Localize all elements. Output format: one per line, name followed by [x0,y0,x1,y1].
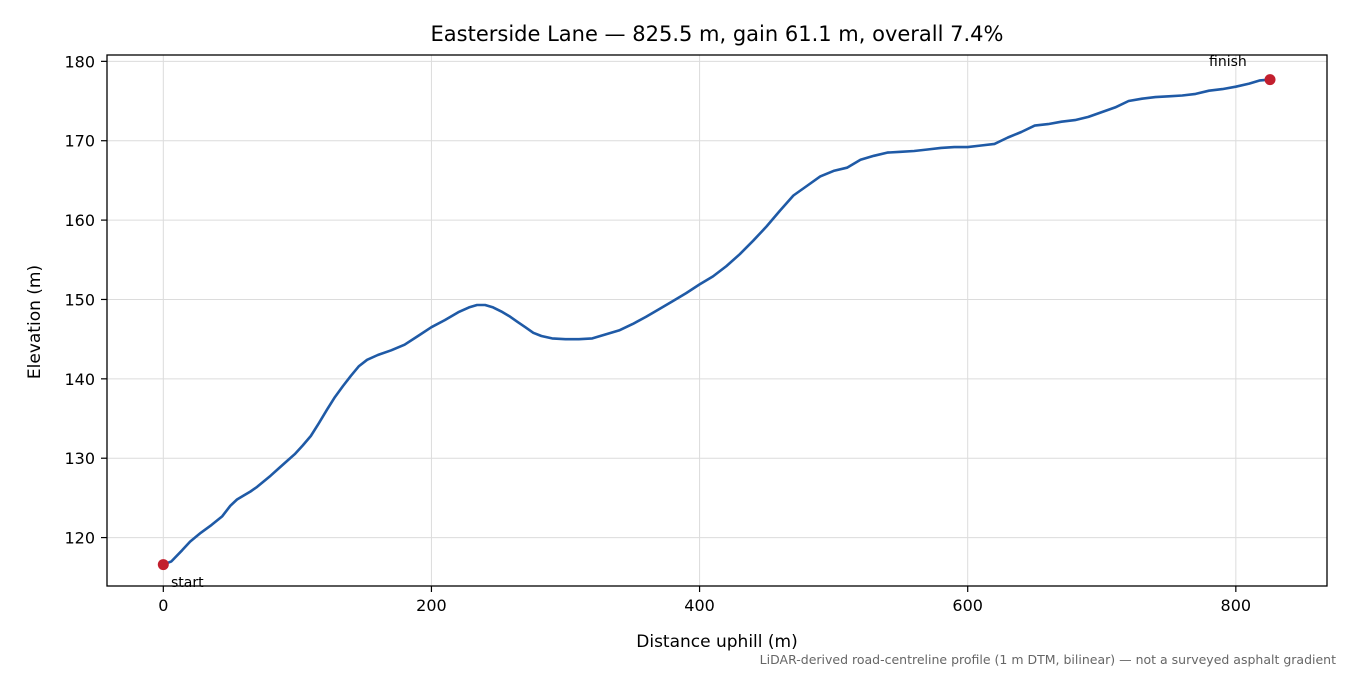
x-tick-label: 800 [1221,596,1252,615]
y-axis-label: Elevation (m) [25,265,45,379]
y-tick-label: 170 [64,132,95,151]
finish-marker [1264,74,1276,86]
x-tick-label: 0 [158,596,168,615]
marker-group [157,74,1276,571]
start-marker [157,559,169,571]
y-tick-label: 140 [64,370,95,389]
axis-ticks: 0 200 400 600 800 120 130 140 150 160 170 180 [64,52,1251,615]
plot-frame [106,54,1328,587]
x-tick-label: 600 [952,596,983,615]
y-tick-label: 180 [64,52,95,71]
y-tick-label: 150 [64,290,95,309]
chart-title: Easterside Lane — 825.5 m, gain 61.1 m, … [431,22,1004,46]
footnote: LiDAR-derived road-centreline profile (1… [760,652,1336,667]
x-tick-label: 400 [684,596,715,615]
series-group [162,78,1272,566]
x-axis-label: Distance uphill (m) [636,632,797,652]
elevation-series-line [162,78,1272,566]
y-tick-label: 160 [64,211,95,230]
x-tick-label: 200 [416,596,447,615]
grid-lines [107,55,1327,586]
y-tick-label: 120 [64,529,95,548]
start-label: start [171,575,204,591]
finish-label: finish [1209,54,1247,70]
y-tick-label: 130 [64,449,95,468]
